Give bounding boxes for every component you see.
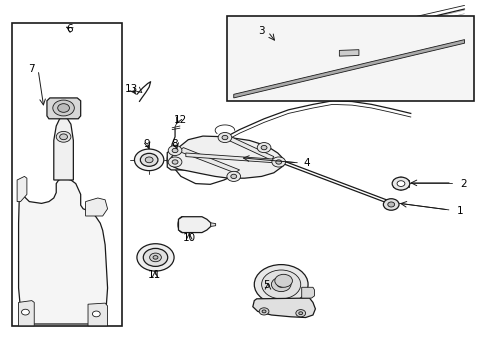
- Text: 3: 3: [258, 26, 264, 36]
- Circle shape: [391, 177, 409, 190]
- Text: 12: 12: [173, 114, 186, 125]
- Text: 7: 7: [28, 64, 35, 74]
- Circle shape: [140, 153, 158, 166]
- Text: 2: 2: [459, 179, 466, 189]
- Circle shape: [230, 174, 236, 179]
- Ellipse shape: [178, 217, 186, 233]
- Circle shape: [222, 135, 227, 140]
- Polygon shape: [222, 134, 273, 160]
- Text: 6: 6: [66, 24, 73, 34]
- Text: 11: 11: [147, 270, 161, 280]
- Circle shape: [168, 145, 182, 156]
- Circle shape: [226, 171, 240, 181]
- Bar: [12, 23, 122, 326]
- Circle shape: [387, 202, 394, 207]
- Polygon shape: [88, 303, 107, 326]
- Circle shape: [21, 309, 29, 315]
- Circle shape: [259, 308, 268, 315]
- Text: 13: 13: [124, 84, 138, 94]
- Circle shape: [277, 282, 285, 287]
- Polygon shape: [178, 217, 210, 233]
- Circle shape: [145, 157, 153, 163]
- Text: 8: 8: [171, 139, 178, 149]
- Circle shape: [218, 132, 231, 143]
- Polygon shape: [85, 198, 107, 216]
- Polygon shape: [47, 98, 81, 119]
- Circle shape: [298, 312, 302, 315]
- Polygon shape: [252, 298, 315, 318]
- Circle shape: [92, 311, 100, 317]
- Circle shape: [56, 131, 71, 142]
- Circle shape: [168, 157, 182, 167]
- Polygon shape: [54, 117, 73, 180]
- Polygon shape: [178, 148, 239, 173]
- Polygon shape: [210, 223, 215, 226]
- Polygon shape: [19, 178, 107, 324]
- Circle shape: [383, 199, 398, 210]
- Circle shape: [173, 156, 183, 163]
- Ellipse shape: [167, 151, 175, 169]
- Text: 4: 4: [303, 158, 310, 168]
- Polygon shape: [17, 176, 27, 202]
- Circle shape: [143, 248, 167, 266]
- Circle shape: [172, 160, 178, 164]
- Polygon shape: [233, 40, 464, 98]
- Polygon shape: [167, 150, 189, 170]
- Circle shape: [271, 157, 285, 167]
- Circle shape: [172, 148, 178, 153]
- Polygon shape: [339, 50, 358, 56]
- Circle shape: [274, 274, 292, 287]
- Text: 5: 5: [263, 280, 269, 290]
- Circle shape: [149, 253, 161, 262]
- Circle shape: [261, 270, 300, 299]
- Polygon shape: [185, 153, 273, 163]
- Circle shape: [153, 256, 158, 259]
- Circle shape: [137, 244, 174, 271]
- Circle shape: [60, 134, 67, 140]
- Circle shape: [271, 277, 290, 292]
- Circle shape: [58, 104, 69, 112]
- Text: 10: 10: [183, 233, 196, 243]
- Circle shape: [295, 310, 305, 317]
- Polygon shape: [19, 301, 34, 326]
- Circle shape: [261, 145, 266, 150]
- Text: 9: 9: [143, 139, 150, 149]
- Circle shape: [396, 181, 404, 186]
- Circle shape: [254, 265, 307, 304]
- Circle shape: [134, 149, 163, 171]
- Polygon shape: [170, 136, 283, 178]
- Circle shape: [275, 160, 281, 164]
- Circle shape: [53, 100, 74, 116]
- Circle shape: [257, 143, 270, 153]
- Text: 1: 1: [455, 206, 462, 216]
- Bar: [227, 16, 473, 101]
- Circle shape: [262, 310, 265, 313]
- Polygon shape: [301, 287, 314, 298]
